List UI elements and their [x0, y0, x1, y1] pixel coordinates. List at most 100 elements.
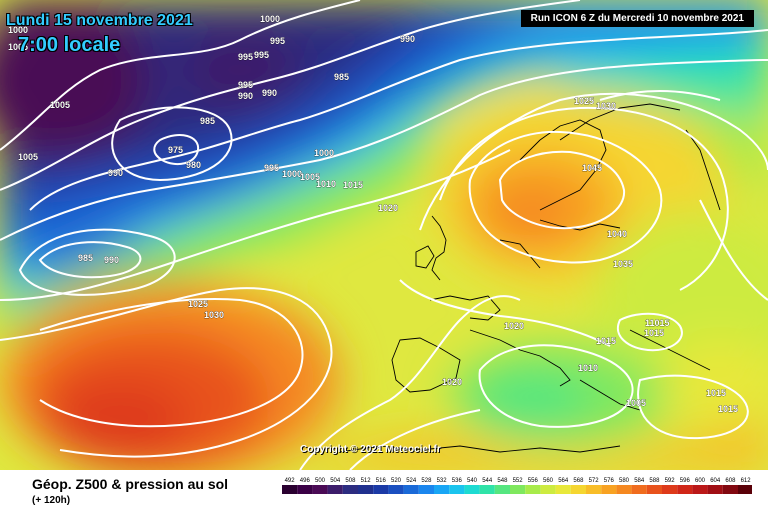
pressure-label: 990 [104, 255, 119, 265]
legend-swatch [601, 485, 617, 494]
pressure-label: 1005 [18, 152, 38, 162]
pressure-label: 1005 [50, 100, 70, 110]
legend-label: 528 [421, 478, 432, 484]
legend-swatch [586, 485, 602, 494]
legend-swatch [525, 485, 541, 494]
pressure-label: 1010 [578, 363, 598, 373]
legend-swatch [282, 485, 298, 494]
pressure-label: 1020 [442, 377, 462, 387]
legend-label: 584 [634, 478, 645, 484]
legend-swatch [388, 485, 404, 494]
pressure-label: 1015 [706, 388, 726, 398]
legend-swatch [358, 485, 374, 494]
legend-label: 520 [391, 478, 402, 484]
legend-swatch [297, 485, 313, 494]
legend-swatch [722, 485, 738, 494]
legend-label: 604 [710, 478, 721, 484]
legend-label: 508 [345, 478, 356, 484]
pressure-label: 1030 [596, 101, 616, 111]
legend-label: 496 [300, 478, 311, 484]
pressure-label: 1035 [613, 259, 633, 269]
pressure-label: 1015 [718, 404, 738, 414]
pressure-label: 1005 [8, 42, 28, 52]
legend-swatch [342, 485, 358, 494]
legend-swatch [570, 485, 586, 494]
legend-label: 544 [482, 478, 493, 484]
isobars [0, 0, 768, 470]
legend-label: 592 [665, 478, 676, 484]
pressure-label: 990 [400, 34, 415, 44]
legend-swatch [449, 485, 465, 494]
legend-swatch [555, 485, 571, 494]
pressure-label: 1020 [504, 321, 524, 331]
legend-label: 560 [543, 478, 554, 484]
forecast-time: 7:00 locale [18, 34, 121, 56]
footer-panel: Géop. Z500 & pression au sol (+ 120h) 49… [0, 470, 768, 512]
pressure-label: 985 [334, 72, 349, 82]
pressure-label: 1025 [574, 96, 594, 106]
pressure-label: 1000 [314, 148, 334, 158]
pressure-label: 1005 [626, 398, 646, 408]
pressure-label: 995 [238, 80, 253, 90]
legend-label: 564 [558, 478, 569, 484]
legend-swatch [434, 485, 450, 494]
legend-label: 580 [619, 478, 630, 484]
legend-label: 504 [330, 478, 341, 484]
legend-label: 500 [315, 478, 326, 484]
pressure-label: 990 [108, 168, 123, 178]
pressure-label: 1015 [343, 180, 363, 190]
legend-label: 492 [285, 478, 296, 484]
legend-label: 600 [695, 478, 706, 484]
legend-label: 612 [741, 478, 752, 484]
legend-label: 572 [589, 478, 600, 484]
legend-label: 524 [406, 478, 417, 484]
legend-label: 556 [528, 478, 539, 484]
pressure-label: 1020 [378, 203, 398, 213]
pressure-label: 985 [200, 116, 215, 126]
legend-swatch [662, 485, 678, 494]
legend-swatch [510, 485, 526, 494]
pressure-label: 1025 [188, 299, 208, 309]
pressure-label: 980 [186, 160, 201, 170]
pressure-label: 1005 [300, 172, 320, 182]
pressure-label: 1000 [282, 169, 302, 179]
legend-swatch [464, 485, 480, 494]
pressure-label: 995 [264, 163, 279, 173]
legend-label: 568 [573, 478, 584, 484]
pressure-label: 1040 [607, 229, 627, 239]
coastlines [339, 103, 721, 453]
legend-label: 596 [680, 478, 691, 484]
color-legend: 492 496 500 504 508 512 516 520 524 528 532 536 540 5… [282, 478, 752, 494]
legend-label: 516 [376, 478, 387, 484]
copyright-text: Copyright © 2021 Meteociel.fr [300, 444, 441, 455]
legend-swatch [707, 485, 723, 494]
pressure-label: 1015 [644, 328, 664, 338]
legend-label: 540 [467, 478, 478, 484]
legend-swatch [540, 485, 556, 494]
legend-swatch [631, 485, 647, 494]
pressure-label: 1015 [596, 336, 616, 346]
legend-swatch [479, 485, 495, 494]
forecast-hour: (+ 120h) [32, 495, 71, 506]
pressure-label: 1000 [8, 25, 28, 35]
legend-swatch [646, 485, 662, 494]
legend-swatch [494, 485, 510, 494]
forecast-date: Lundi 15 novembre 2021 [6, 12, 193, 29]
pressure-label: 985 [78, 253, 93, 263]
pressure-label: 995 [238, 52, 253, 62]
legend-swatch [403, 485, 419, 494]
legend-label: 552 [513, 478, 524, 484]
legend-swatch [677, 485, 693, 494]
pressure-label: 990 [238, 91, 253, 101]
pressure-label: 1010 [316, 179, 336, 189]
pressure-label: 995 [254, 50, 269, 60]
model-run-label: Run ICON 6 Z du Mercredi 10 novembre 202… [520, 10, 754, 27]
legend-swatch [373, 485, 389, 494]
pressure-label: 1000 [260, 14, 280, 24]
legend-swatch [692, 485, 708, 494]
product-title: Géop. Z500 & pression au sol [32, 476, 229, 492]
legend-swatch [418, 485, 434, 494]
pressure-label: 1030 [204, 310, 224, 320]
legend-label: 512 [361, 478, 372, 484]
